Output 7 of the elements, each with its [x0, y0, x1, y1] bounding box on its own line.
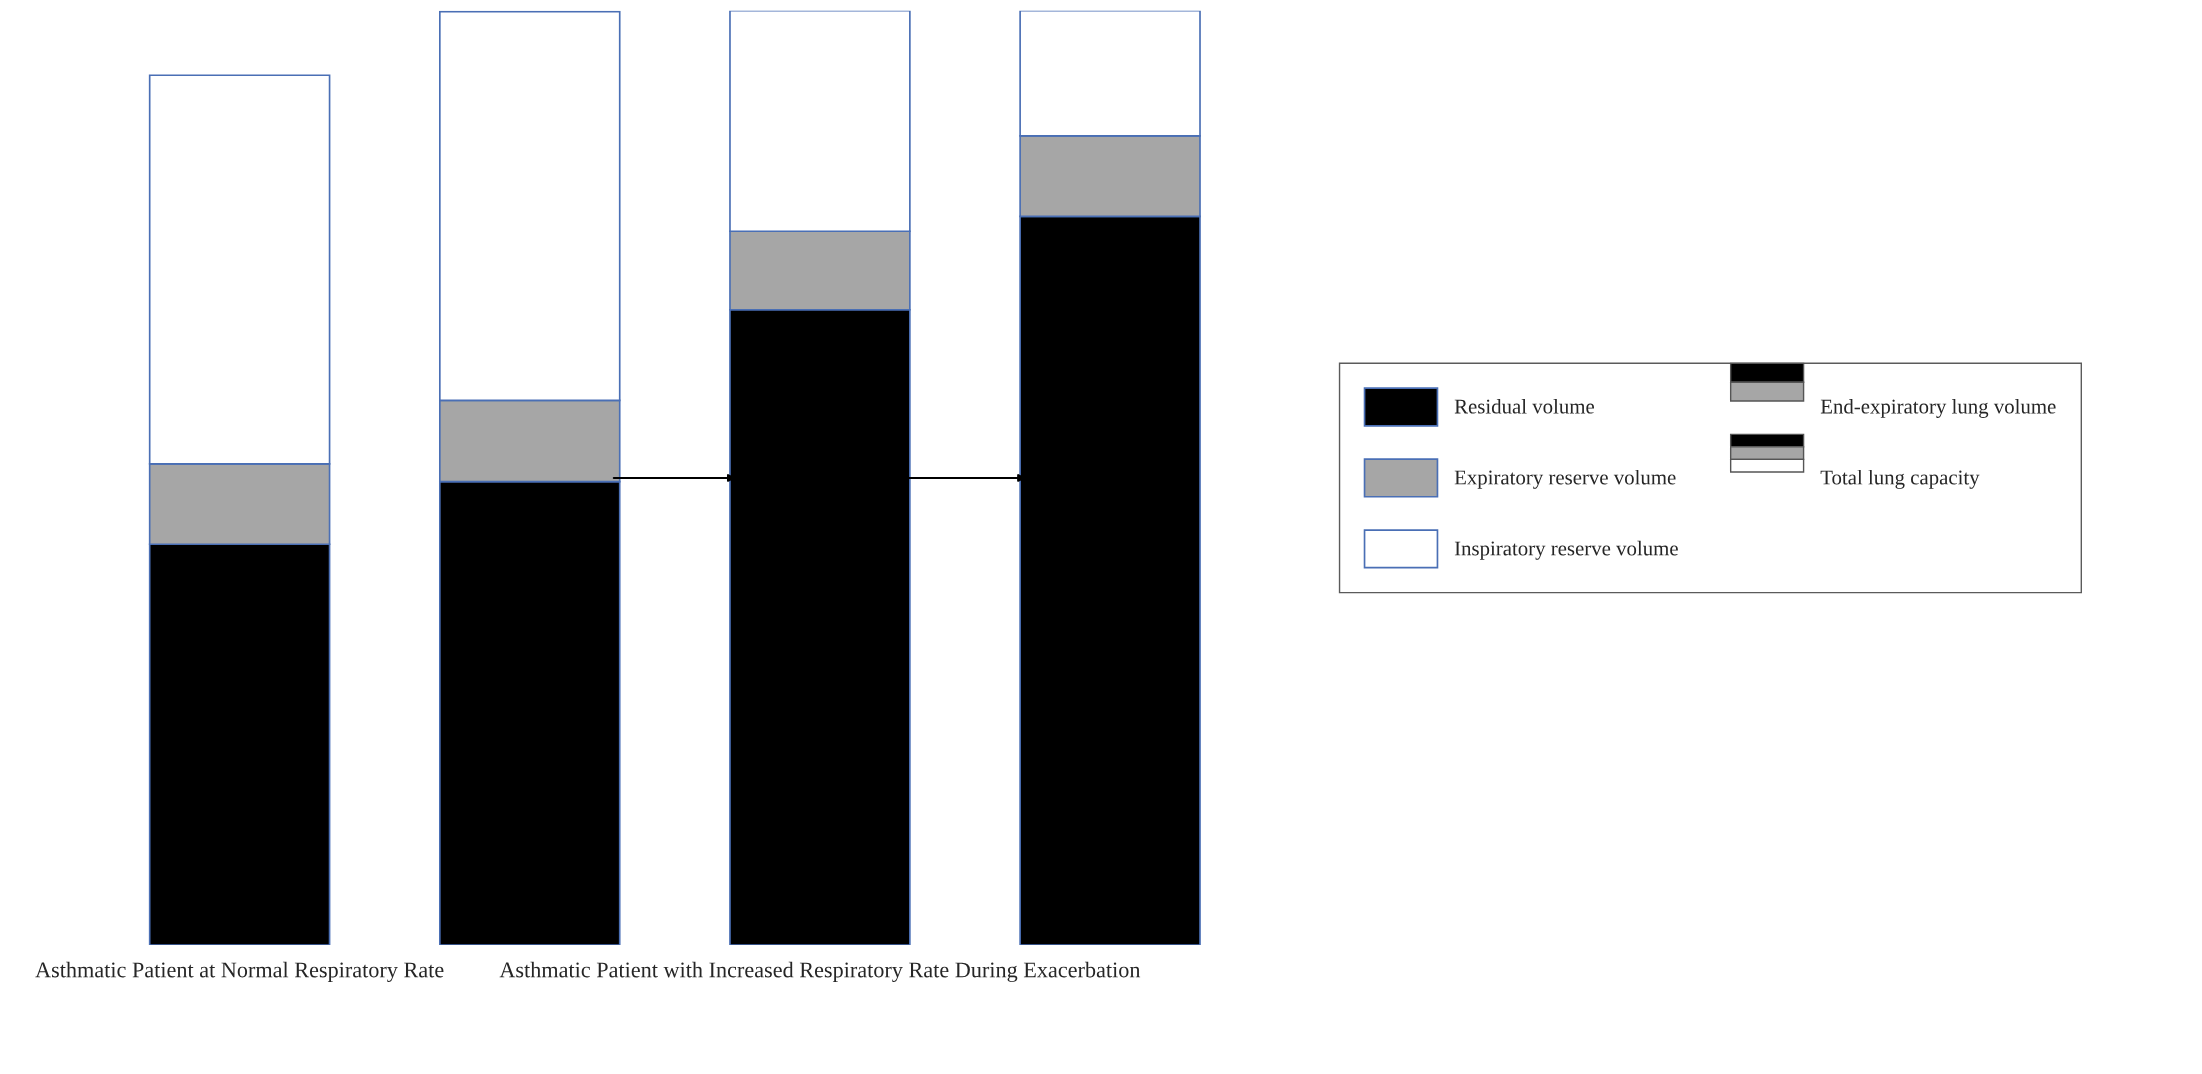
legend-label: Inspiratory reserve volume: [1454, 540, 1678, 560]
x-tick-label: Asthmatic Patient at Normal Respiratory Rate: [35, 961, 444, 982]
text: End-expiratory lung volume: [1820, 398, 2056, 418]
legend-label: Residual volume: [1454, 398, 1595, 414]
text: Total lung capacity: [1820, 469, 1980, 489]
legend-label: Expiratory reserve volume: [1454, 469, 1676, 489]
x-tick-label: Asthmatic Patient with Increased Respiratory Rate During Exacerbation: [499, 961, 1141, 982]
